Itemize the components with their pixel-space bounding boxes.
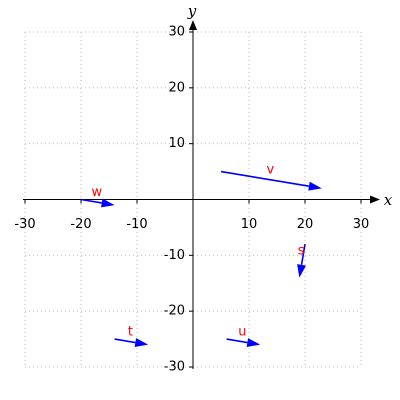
arrow-head (134, 338, 149, 347)
vector-shaft (226, 338, 248, 344)
x-tick-label: 30 (353, 217, 370, 232)
y-axis-arrow (189, 20, 197, 30)
y-tick-label: 30 (168, 25, 185, 40)
x-axis-label: x (384, 191, 393, 209)
y-tick-label: 20 (168, 80, 185, 95)
x-tick-label: 20 (297, 217, 314, 232)
arrow-head (246, 338, 261, 347)
vector-label: v (267, 162, 275, 177)
x-tick-label: -30 (14, 217, 35, 232)
arrow-head (297, 264, 306, 278)
x-tick-label: -10 (126, 217, 147, 232)
y-tick-label: -20 (164, 304, 185, 319)
vector-label: w (91, 185, 102, 200)
x-tick-label: 10 (241, 217, 258, 232)
vector-label: t (128, 324, 133, 339)
vector-label: s (298, 243, 305, 258)
arrow-head (308, 181, 322, 191)
y-tick-label: -10 (164, 248, 185, 263)
vector-shaft (80, 198, 102, 204)
y-tick-label: -30 (164, 360, 185, 375)
vector-shaft (114, 338, 136, 344)
y-axis-label: y (187, 2, 197, 20)
vector-shaft (300, 244, 306, 265)
vector-shaft (220, 170, 310, 187)
arrow-head (101, 198, 115, 208)
y-tick-label: 10 (168, 136, 185, 151)
vector-label: u (238, 324, 246, 339)
x-tick-label: -20 (70, 217, 91, 232)
x-axis-arrow (370, 195, 380, 204)
